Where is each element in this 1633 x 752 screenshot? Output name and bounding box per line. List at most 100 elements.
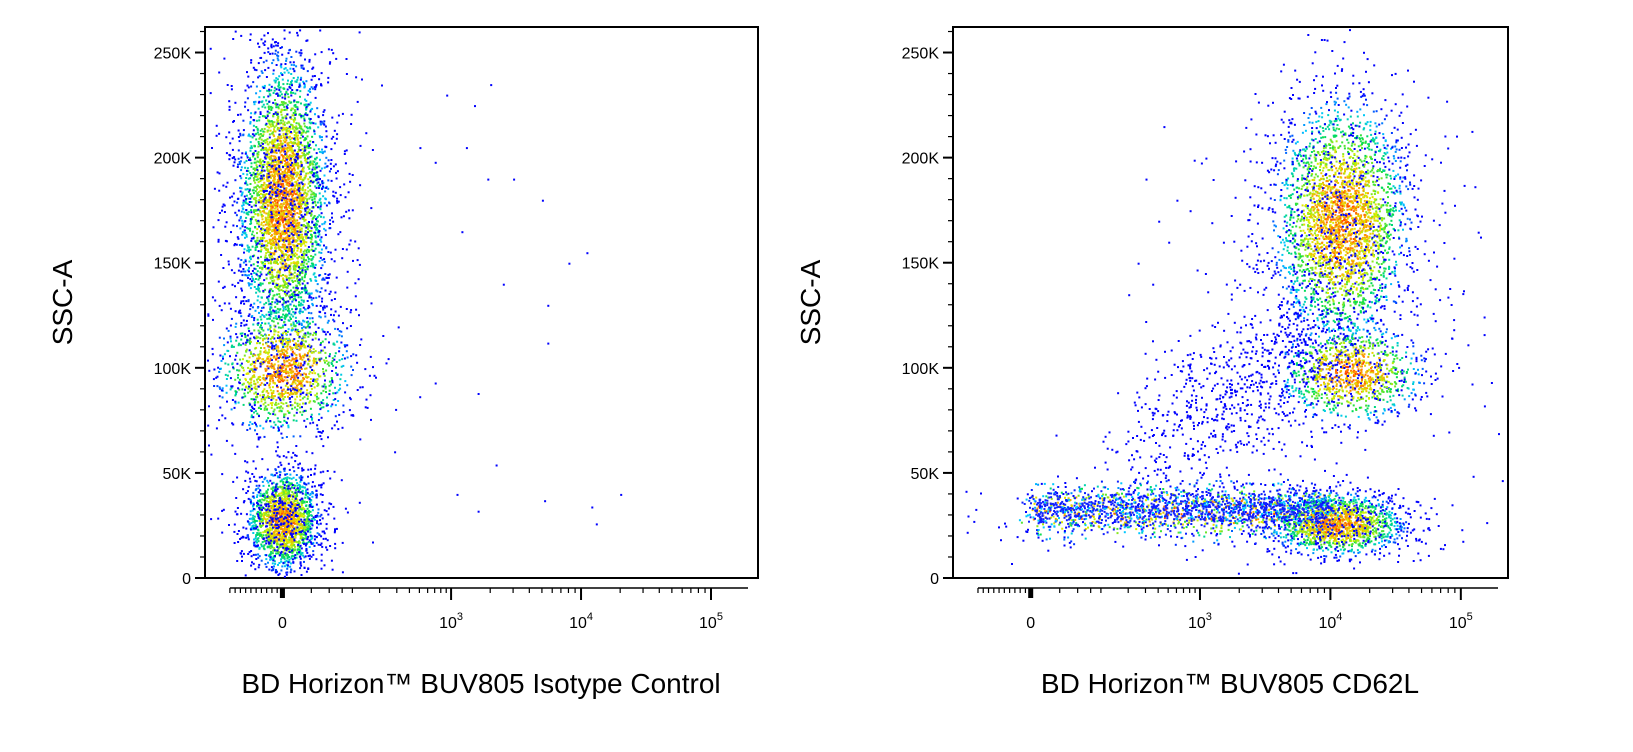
event-lymphocyte [290,276,293,279]
event-lymphocyte [273,229,276,232]
event-debris [299,550,302,553]
event-debris [286,541,289,544]
event-debris [265,500,268,503]
event-lymphocyte [258,311,260,314]
event-debris [293,541,296,543]
event-lymphocyte [302,154,305,157]
event-debris-halo [249,480,252,483]
event-debris [283,506,286,509]
event-debris-halo [291,534,293,537]
event-lymphocyte [250,165,253,168]
event-lymphocyte [282,274,284,276]
event-lymphocyte [308,167,311,170]
event-lymphocyte [256,265,259,267]
event-debris [291,531,294,534]
event-lymphocyte [261,313,264,316]
event-debris [307,525,310,528]
event-lymphocyte [292,177,295,180]
event-debris [283,520,286,523]
event-debris-halo [265,505,268,508]
event-debris-halo [265,539,268,542]
event-debris [309,500,311,503]
event-debris [293,484,296,487]
event-debris [318,484,320,487]
event-lymphocyte [266,168,269,171]
event-lymphocyte [250,209,252,212]
event-debris [259,511,261,514]
event-debris [268,484,270,487]
event-debris [285,509,288,512]
event-lymphocyte [310,233,312,236]
event-debris [253,521,256,524]
event-lymphocyte [306,130,309,133]
event-lymphocyte [300,248,303,251]
event-lymphocyte [270,247,273,249]
event-lymphocyte [309,278,312,281]
event-debris [298,540,301,543]
event-lymphocyte [258,199,261,202]
event-lymphocyte [306,135,309,138]
event-debris [305,511,308,514]
event-debris [253,475,256,478]
event-debris [240,512,243,515]
event-lymphocyte [272,317,275,320]
event-debris [283,537,286,540]
event-debris [311,491,314,493]
event-lymphocyte [272,179,275,182]
event-debris [280,569,283,572]
event-debris-halo [300,518,303,521]
event-debris [283,553,286,556]
event-lymphocyte [313,161,316,164]
event-debris-halo [298,555,301,558]
event-lymphocyte [243,211,246,214]
event-lymphocyte [288,279,291,282]
event-debris [317,508,320,511]
event-debris [276,505,279,508]
event-lymphocyte [301,236,304,239]
event-debris [321,517,324,520]
event-lymphocyte [296,249,299,252]
event-debris-halo [265,536,268,539]
event-lymphocyte [276,293,279,296]
event-debris [270,569,273,572]
event-debris [321,530,324,533]
event-lymphocyte [289,237,292,240]
event-lymphocyte [309,176,312,179]
event-lymphocyte [300,52,303,55]
event-lymphocyte [282,202,285,205]
event-debris [280,512,283,515]
event-debris-halo [290,532,292,535]
event-lymphocyte [271,209,274,212]
event-lymphocyte [258,116,261,119]
event-debris [259,534,261,537]
event-debris [297,526,300,529]
event-lymphocyte [260,255,262,258]
event-lymphocyte [301,207,304,210]
event-debris [293,529,296,532]
event-debris [290,568,293,571]
event-lymphocyte [252,189,255,192]
event-lymphocyte [259,210,262,213]
event-lymphocyte [260,296,263,299]
event-lymphocyte [310,211,313,214]
event-debris [307,529,310,532]
event-lymphocyte [307,182,310,185]
event-lymphocyte [277,55,280,58]
event-lymphocyte [256,232,258,235]
event-debris-halo [308,539,311,542]
event-debris [295,474,298,476]
event-debris [269,547,272,550]
event-debris [256,505,259,508]
event-debris [252,520,255,523]
event-debris [270,534,273,537]
event-lymphocyte [309,147,312,149]
event-lymphocyte [233,120,235,122]
event-debris [261,519,264,522]
event-lymphocyte [309,101,312,104]
event-debris-halo [273,540,276,543]
event-lymphocyte [255,132,258,135]
event-lymphocyte [325,276,328,279]
event-debris [294,460,297,463]
event-lymphocyte [277,119,280,122]
event-debris [305,529,308,532]
